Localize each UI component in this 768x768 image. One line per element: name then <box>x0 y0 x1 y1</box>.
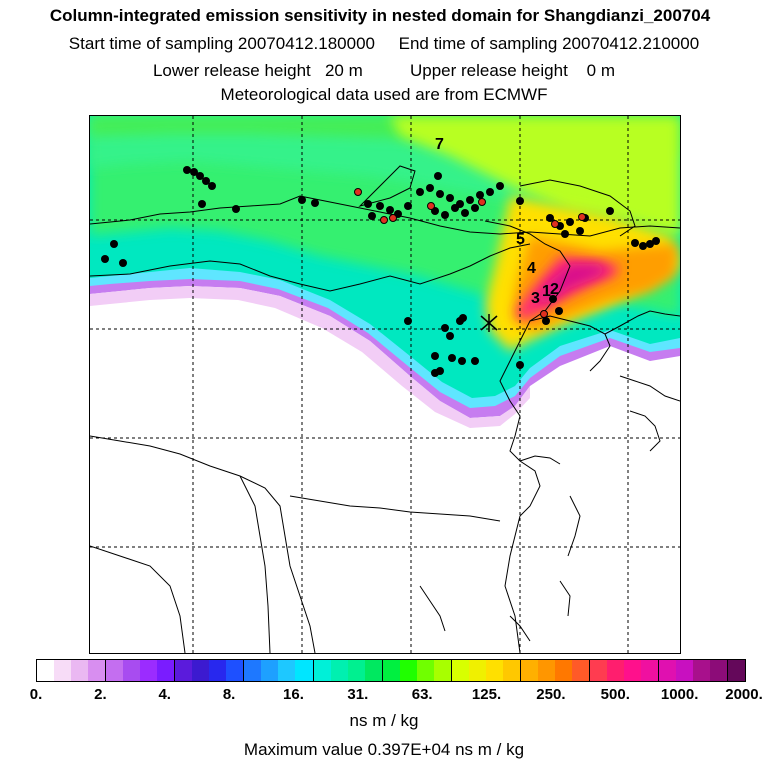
colorbar-segment <box>537 660 555 681</box>
colorbar-segment <box>451 660 469 681</box>
colorbar-segment <box>244 660 262 681</box>
colorbar-segment <box>554 660 572 681</box>
colorbar-segment <box>571 660 590 681</box>
colorbar-segment <box>313 660 331 681</box>
colorbar-segment <box>347 660 365 681</box>
fire-points <box>101 166 660 377</box>
colorbar-segment <box>433 660 452 681</box>
colorbar-unit: ns m / kg <box>349 711 419 730</box>
marker-label-1: 1 <box>542 283 551 300</box>
colorbar-segment <box>607 660 625 681</box>
marker-label-4: 4 <box>527 260 536 277</box>
colorbar-segment <box>468 660 486 681</box>
marker-label-3: 3 <box>531 290 540 307</box>
colorbar-segment <box>123 660 141 681</box>
colorbar-segment <box>226 660 245 681</box>
colorbar-segment <box>261 660 279 681</box>
colorbar-segment <box>209 660 227 681</box>
colorbar-tick-label: 31. <box>347 686 369 703</box>
sensitivity-field <box>90 116 680 428</box>
colorbar-tick-label: 16. <box>283 686 304 703</box>
emission-sensitivity-map: 7 5 4 3 1 2 <box>89 115 681 654</box>
colorbar-segment <box>399 660 417 681</box>
colorbar-segment <box>693 660 711 681</box>
colorbar-segment <box>175 660 193 681</box>
fire-points-red <box>354 188 586 318</box>
colorbar-segment <box>520 660 538 681</box>
colorbar-segment <box>71 660 89 681</box>
colorbar-segment <box>485 660 503 681</box>
colorbar-segment <box>295 660 314 681</box>
colorbar-segment <box>624 660 642 681</box>
colorbar-segment <box>330 660 348 681</box>
colorbar-segment <box>106 660 124 681</box>
colorbar-segment <box>659 660 677 681</box>
meteo-source-line: Meteorological data used are from ECMWF <box>220 85 548 104</box>
release-height-line: Lower release height 20 m Upper release … <box>152 61 616 80</box>
colorbar-segment <box>37 660 55 681</box>
colorbar-tick-label: 125. <box>471 686 502 703</box>
colorbar-segment <box>710 660 729 681</box>
colorbar-tick-label: 63. <box>411 686 433 703</box>
station-marker-icon <box>480 314 498 332</box>
colorbar-segment <box>278 660 296 681</box>
colorbar-segment <box>364 660 383 681</box>
map-canvas: 7 5 4 3 1 2 <box>90 116 680 653</box>
max-value-text: Maximum value 0.397E+04 ns m / kg <box>243 740 525 759</box>
colorbar-segment <box>676 660 694 681</box>
colorbar-tick-label: 2. <box>94 686 107 703</box>
colorbar-tick-label: 4. <box>158 686 171 703</box>
colorbar-segment <box>502 660 521 681</box>
colorbar-segment <box>382 660 400 681</box>
colorbar-segment <box>641 660 660 681</box>
colorbar-tick-label: 500. <box>600 686 630 703</box>
colorbar-segment <box>54 660 72 681</box>
marker-label-7: 7 <box>435 136 444 153</box>
colorbar-segment <box>192 660 210 681</box>
colorbar-tick-label: 1000. <box>660 686 699 703</box>
marker-label-5: 5 <box>516 231 525 248</box>
marker-label-2: 2 <box>550 281 559 298</box>
colorbar-tick-label: 250. <box>536 686 566 703</box>
sampling-time-line: Start time of sampling 20070412.180000 E… <box>68 34 700 53</box>
colorbar-segment <box>590 660 608 681</box>
colorbar-segment <box>140 660 158 681</box>
colorbar-segment <box>728 660 746 681</box>
colorbar <box>36 659 746 682</box>
colorbar-segment <box>157 660 176 681</box>
colorbar-tick-label: 2000. <box>725 686 763 703</box>
colorbar-segment <box>416 660 434 681</box>
colorbar-tick-label: 0. <box>29 686 43 703</box>
map-title: Column-integrated emission sensitivity i… <box>49 6 711 25</box>
coastlines <box>90 165 680 653</box>
colorbar-tick-label: 8. <box>222 686 236 703</box>
colorbar-segment <box>88 660 107 681</box>
